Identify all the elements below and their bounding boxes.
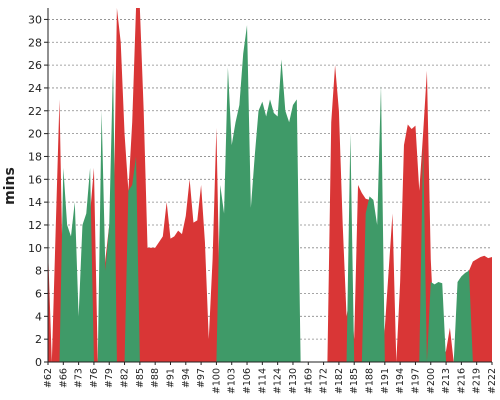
- y-tick-label: 22: [28, 105, 42, 118]
- x-tick-label: #94: [181, 368, 192, 388]
- x-tick-label: #97: [196, 368, 207, 388]
- x-tick-label: #172: [319, 368, 330, 394]
- series-areas: [48, 8, 492, 362]
- series-area-1: [48, 8, 492, 362]
- y-tick-label: 0: [35, 356, 42, 369]
- x-tick-label: #169: [303, 368, 314, 394]
- x-tick-label: #191: [380, 368, 391, 394]
- x-tick-label: #130: [288, 368, 299, 394]
- x-tick-label: #124: [273, 368, 284, 394]
- x-tick-label: #106: [242, 368, 253, 394]
- x-tick-label: #197: [410, 368, 421, 394]
- x-tick-label: #182: [334, 368, 345, 394]
- x-tick-label: #91: [165, 368, 176, 388]
- y-tick-label: 10: [28, 242, 42, 255]
- x-tick-label: #85: [135, 368, 146, 388]
- x-tick-label: #103: [227, 368, 238, 394]
- x-tick-label: #216: [456, 368, 467, 394]
- x-tick-label: #79: [104, 368, 115, 388]
- x-tick-label: #62: [43, 368, 54, 388]
- y-tick-label: 20: [28, 128, 42, 141]
- x-tick-label: #185: [349, 368, 360, 394]
- axes: [47, 8, 492, 363]
- x-tick-label: #222: [487, 368, 498, 394]
- x-tick-label: #66: [58, 368, 69, 388]
- x-tick-labels: #62 #66 #73 #76 #79 #82 #85 #88 #91 #94 #97 #100 #10…: [43, 362, 498, 394]
- x-tick-label: #88: [150, 368, 161, 388]
- x-tick-label: #219: [472, 368, 483, 394]
- x-tick-label: #73: [74, 368, 85, 388]
- y-tick-label: 16: [28, 173, 42, 186]
- x-tick-label: #114: [257, 368, 268, 394]
- y-tick-label: 28: [28, 36, 42, 49]
- y-tick-label: 30: [28, 13, 42, 26]
- x-tick-label: #188: [365, 368, 376, 394]
- x-tick-label: #194: [395, 368, 406, 394]
- x-tick-label: #76: [89, 368, 100, 388]
- x-tick-label: #200: [426, 368, 437, 394]
- x-tick-label: #213: [441, 368, 452, 394]
- y-tick-label: 14: [28, 196, 42, 209]
- y-tick-label: 18: [28, 150, 42, 163]
- y-tick-label: 12: [28, 219, 42, 232]
- y-tick-label: 6: [35, 287, 42, 300]
- y-tick-label: 8: [35, 265, 42, 278]
- x-tick-label: #82: [120, 368, 131, 388]
- y-tick-label: 4: [35, 310, 42, 323]
- series-area-2: [48, 25, 492, 362]
- y-tick-label: 2: [35, 333, 42, 346]
- y-axis-label: mins: [2, 167, 18, 205]
- y-tick-label: 24: [28, 82, 42, 95]
- y-tick-label: 26: [28, 59, 42, 72]
- x-tick-label: #100: [211, 368, 222, 394]
